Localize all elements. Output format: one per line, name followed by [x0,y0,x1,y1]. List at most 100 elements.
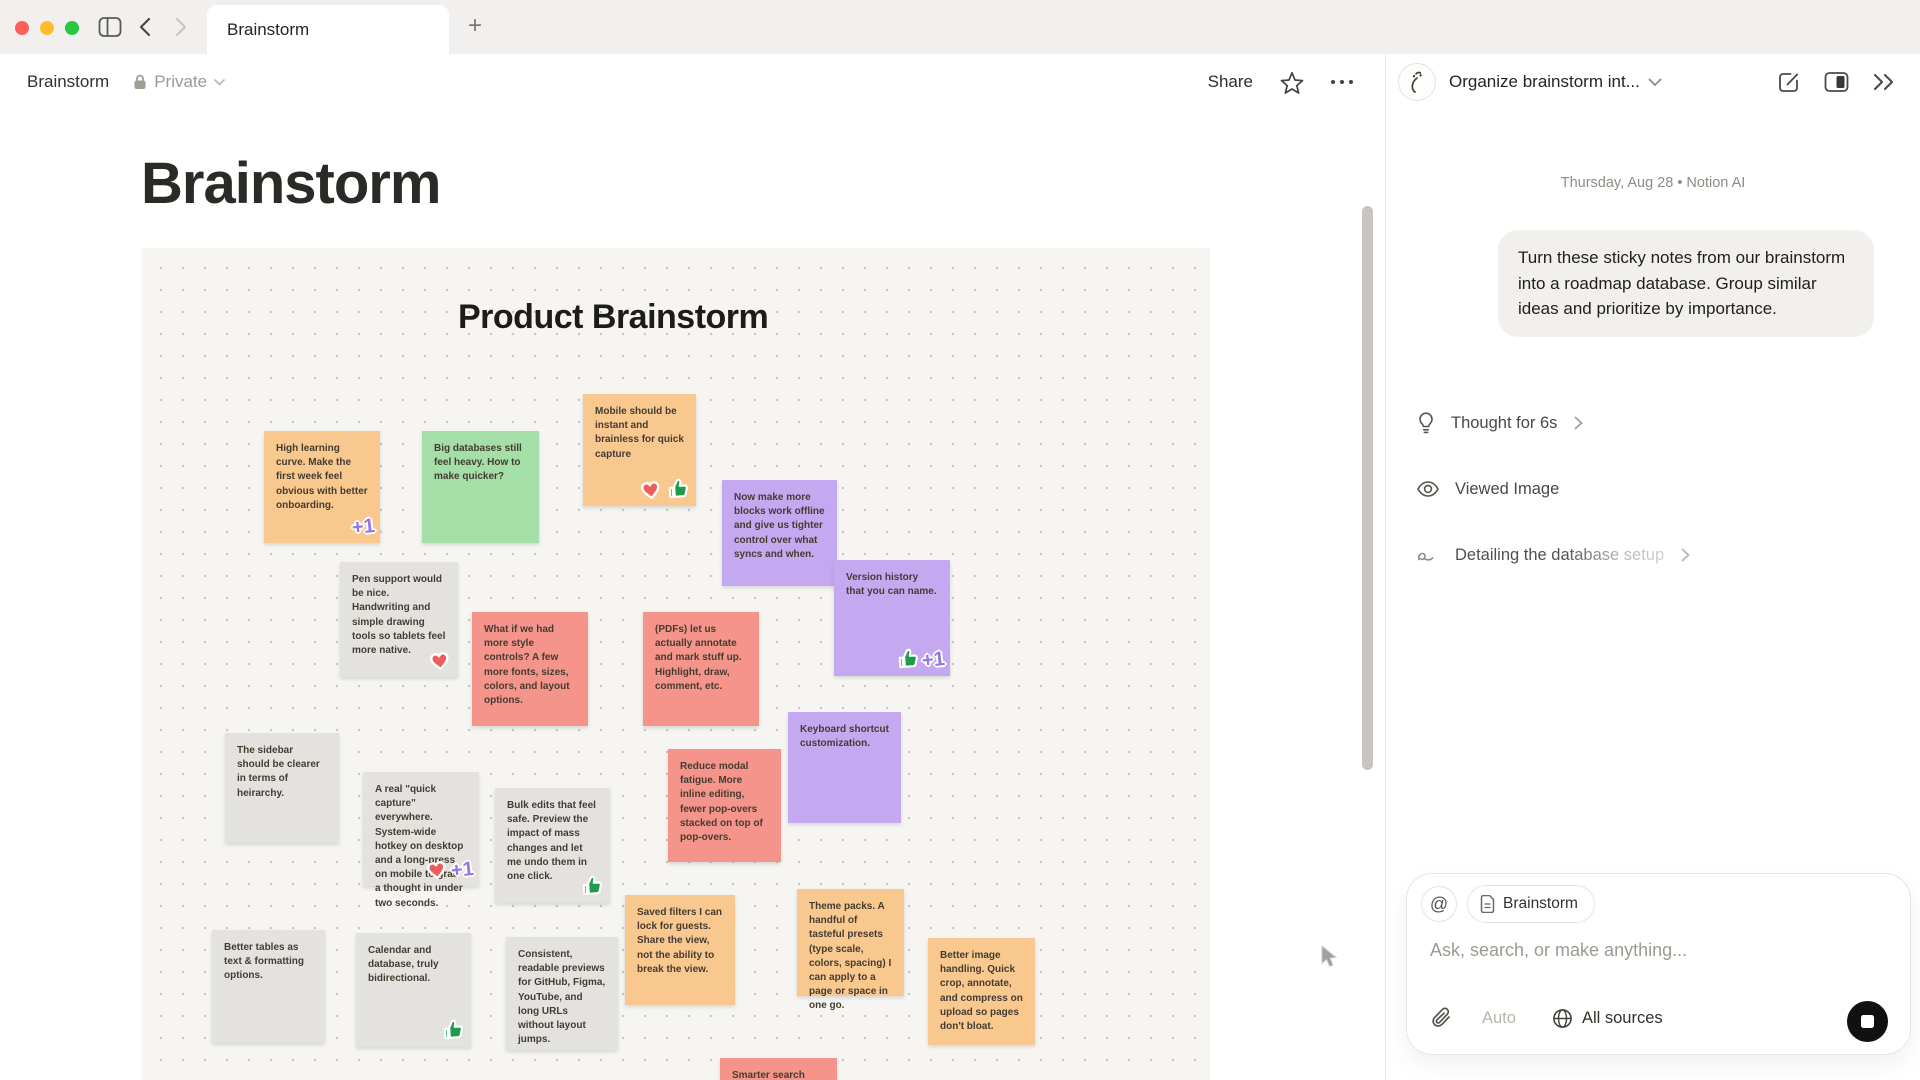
sticky-note[interactable]: Better image handling. Quick crop, annot… [928,938,1035,1045]
sticky-note[interactable]: Now make more blocks work offline and gi… [722,480,837,586]
sticky-note[interactable]: Better tables as text & formatting optio… [212,930,325,1043]
page-title: Brainstorm [141,151,441,216]
sticky-note-text: Smarter search chips. [732,1070,805,1080]
forward-button-icon[interactable] [174,17,188,37]
sticker-group [440,1017,466,1043]
mention-button[interactable]: @ [1421,886,1457,922]
panel-layout-toggle-icon[interactable] [1824,71,1849,93]
share-button[interactable]: Share [1207,72,1253,91]
new-chat-compose-icon[interactable] [1777,70,1801,94]
mouse-cursor [1321,945,1338,968]
heart-sticker-icon [430,652,449,671]
sticky-note[interactable]: A real "quick capture" everywhere. Syste… [363,772,479,909]
toolbar-actions: Share [1208,54,1353,110]
chevron-right-icon [1681,548,1690,562]
ai-step-viewed-image[interactable]: Viewed Image [1416,475,1559,503]
sticky-note[interactable]: The sidebar should be clearer in terms o… [225,733,339,843]
context-chip-label: Brainstorm [1503,895,1578,912]
sticker-group [426,647,453,673]
privacy-label: Private [154,72,208,91]
canvas-title: Product Brainstorm [458,298,769,336]
ai-step-in-progress[interactable]: Detailing the database setup [1416,541,1690,569]
ai-header-actions [1777,70,1898,94]
globe-icon [1553,1008,1572,1028]
plus-one-sticker-icon: +1 [921,647,947,673]
stop-square-icon [1861,1015,1874,1028]
sticker-group [579,873,605,899]
sticky-note[interactable]: Bulk edits that feel safe. Preview the i… [495,788,610,903]
thumbs-up-sticker-icon [668,478,688,499]
mode-selector[interactable]: Auto [1482,1008,1516,1027]
sticker-group: +1 [423,856,476,883]
context-chip-brainstorm[interactable]: Brainstorm [1467,885,1595,923]
sticky-note[interactable]: Reduce modal fatigue. More inline editin… [668,749,781,862]
sticker-group: +1 [351,514,377,540]
privacy-control[interactable]: Private [133,72,225,92]
sticky-note-text: Consistent, readable previews for GitHub… [518,949,606,1046]
page-icon [1480,895,1495,913]
sidebar-toggle-icon[interactable] [98,16,122,38]
thumbs-up-sticker-icon [582,875,602,896]
plus-one-sticker-icon: +1 [450,857,476,883]
sticky-note[interactable]: Theme packs. A handful of tasteful prese… [797,889,904,1011]
ai-step-thought[interactable]: Thought for 6s [1416,409,1584,437]
ai-input-placeholder[interactable]: Ask, search, or make anything... [1430,940,1688,960]
sticky-note-text: Better tables as text & formatting optio… [224,942,304,982]
brainstorm-canvas[interactable]: Product Brainstorm High learning curve. … [141,248,1210,1080]
tab-brainstorm[interactable]: Brainstorm [207,5,449,54]
tab-bar: Brainstorm + [0,0,1920,54]
sticky-note[interactable]: Mobile should be instant and brainless f… [583,394,696,506]
tab-title: Brainstorm [227,19,310,39]
chevron-down-icon [214,78,225,86]
more-options-icon[interactable] [1331,80,1353,84]
sticky-note-text: Pen support would be nice. Handwriting a… [352,574,446,656]
sticky-note[interactable]: Calendar and database, truly bidirection… [356,933,471,1047]
sticky-note[interactable]: Keyboard shortcut customization. [788,712,901,823]
sticky-note[interactable]: Version history that you can name. +1 [834,560,950,676]
breadcrumb[interactable]: Brainstorm [27,72,110,91]
ai-panel-header: Organize brainstorm int... [1386,54,1920,110]
collapse-panel-chevrons-icon[interactable] [1872,72,1898,92]
notion-ai-panel: Organize brainstorm int... Thursday, [1385,54,1920,1080]
ai-thread-title[interactable]: Organize brainstorm int... [1449,72,1640,91]
sticky-note[interactable]: Saved filters I can lock for guests. Sha… [625,895,735,1005]
sticky-note[interactable]: High learning curve. Make the first week… [264,431,380,543]
heart-sticker-icon [641,481,660,500]
sticky-note[interactable]: Smarter search chips. [720,1058,837,1080]
sticky-note-text: Keyboard shortcut customization. [800,724,889,750]
sticky-note-text: Big databases still feel heavy. How to m… [434,443,522,483]
close-window-button[interactable] [15,21,29,35]
sticker-group [637,476,691,502]
new-tab-button[interactable]: + [467,12,482,39]
sticky-note-text: Version history that you can name. [846,572,937,598]
thumbs-up-sticker-icon [898,648,919,669]
user-message-bubble: Turn these sticky notes from our brainst… [1498,230,1874,337]
heart-sticker-icon [427,861,446,880]
sticky-note-text: Now make more blocks work offline and gi… [734,492,825,560]
sticky-note-text: Better image handling. Quick crop, annot… [940,950,1023,1032]
zoom-window-button[interactable] [65,21,79,35]
step-label: Viewed Image [1455,479,1560,498]
back-button-icon[interactable] [138,17,152,37]
plus-one-sticker-icon: +1 [351,514,377,540]
stop-generation-button[interactable] [1847,1001,1888,1042]
sources-selector[interactable]: All sources [1552,1008,1663,1029]
attach-paperclip-icon[interactable] [1431,1007,1452,1029]
sticky-note[interactable]: Consistent, readable previews for GitHub… [506,937,618,1050]
minimize-window-button[interactable] [40,21,54,35]
sticky-note-text: Saved filters I can lock for guests. Sha… [637,907,723,975]
sticky-note-text: Calendar and database, truly bidirection… [368,945,439,985]
sticky-note-text: Mobile should be instant and brainless f… [595,406,684,460]
sticky-note-text: The sidebar should be clearer in terms o… [237,745,320,799]
sticky-note-text: High learning curve. Make the first week… [276,443,368,511]
page-toolbar: Brainstorm Private Share [0,54,1385,110]
thread-chevron-down-icon[interactable] [1648,78,1662,87]
vertical-scrollbar[interactable] [1362,206,1373,770]
sticky-note[interactable]: (PDFs) let us actually annotate and mark… [643,612,759,726]
favorite-star-icon[interactable] [1280,71,1304,94]
sticky-note[interactable]: Big databases still feel heavy. How to m… [422,431,539,543]
sticky-note[interactable]: What if we had more style controls? A fe… [472,612,588,726]
sources-label: All sources [1581,1008,1663,1027]
sticky-note[interactable]: Pen support would be nice. Handwriting a… [340,562,458,677]
sticky-note-text: Reduce modal fatigue. More inline editin… [680,761,763,843]
